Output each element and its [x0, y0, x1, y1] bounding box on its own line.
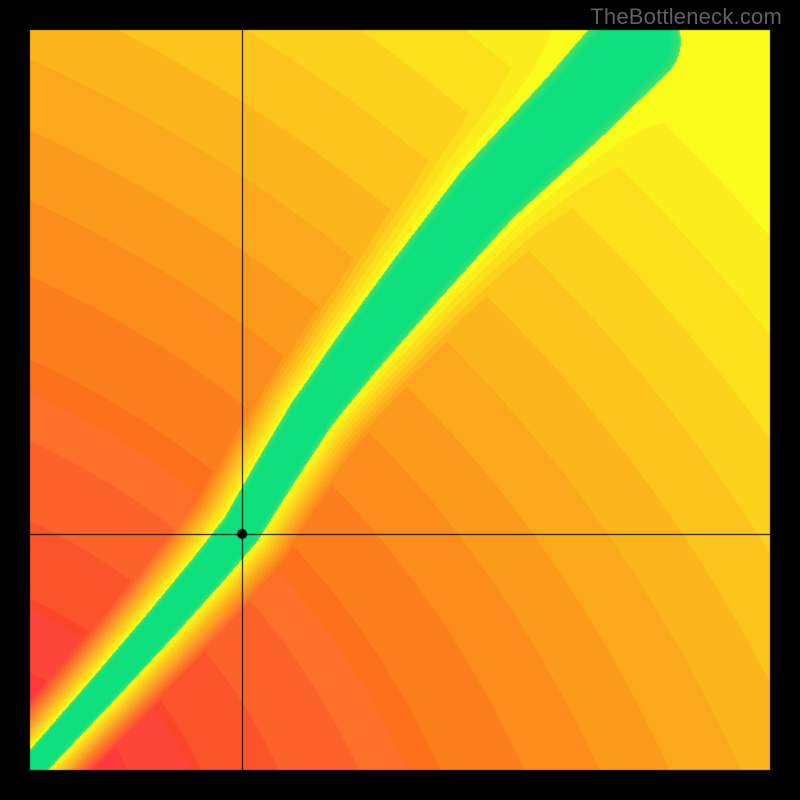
- bottleneck-heatmap: [0, 0, 800, 800]
- chart-container: TheBottleneck.com: [0, 0, 800, 800]
- watermark-text: TheBottleneck.com: [590, 4, 782, 30]
